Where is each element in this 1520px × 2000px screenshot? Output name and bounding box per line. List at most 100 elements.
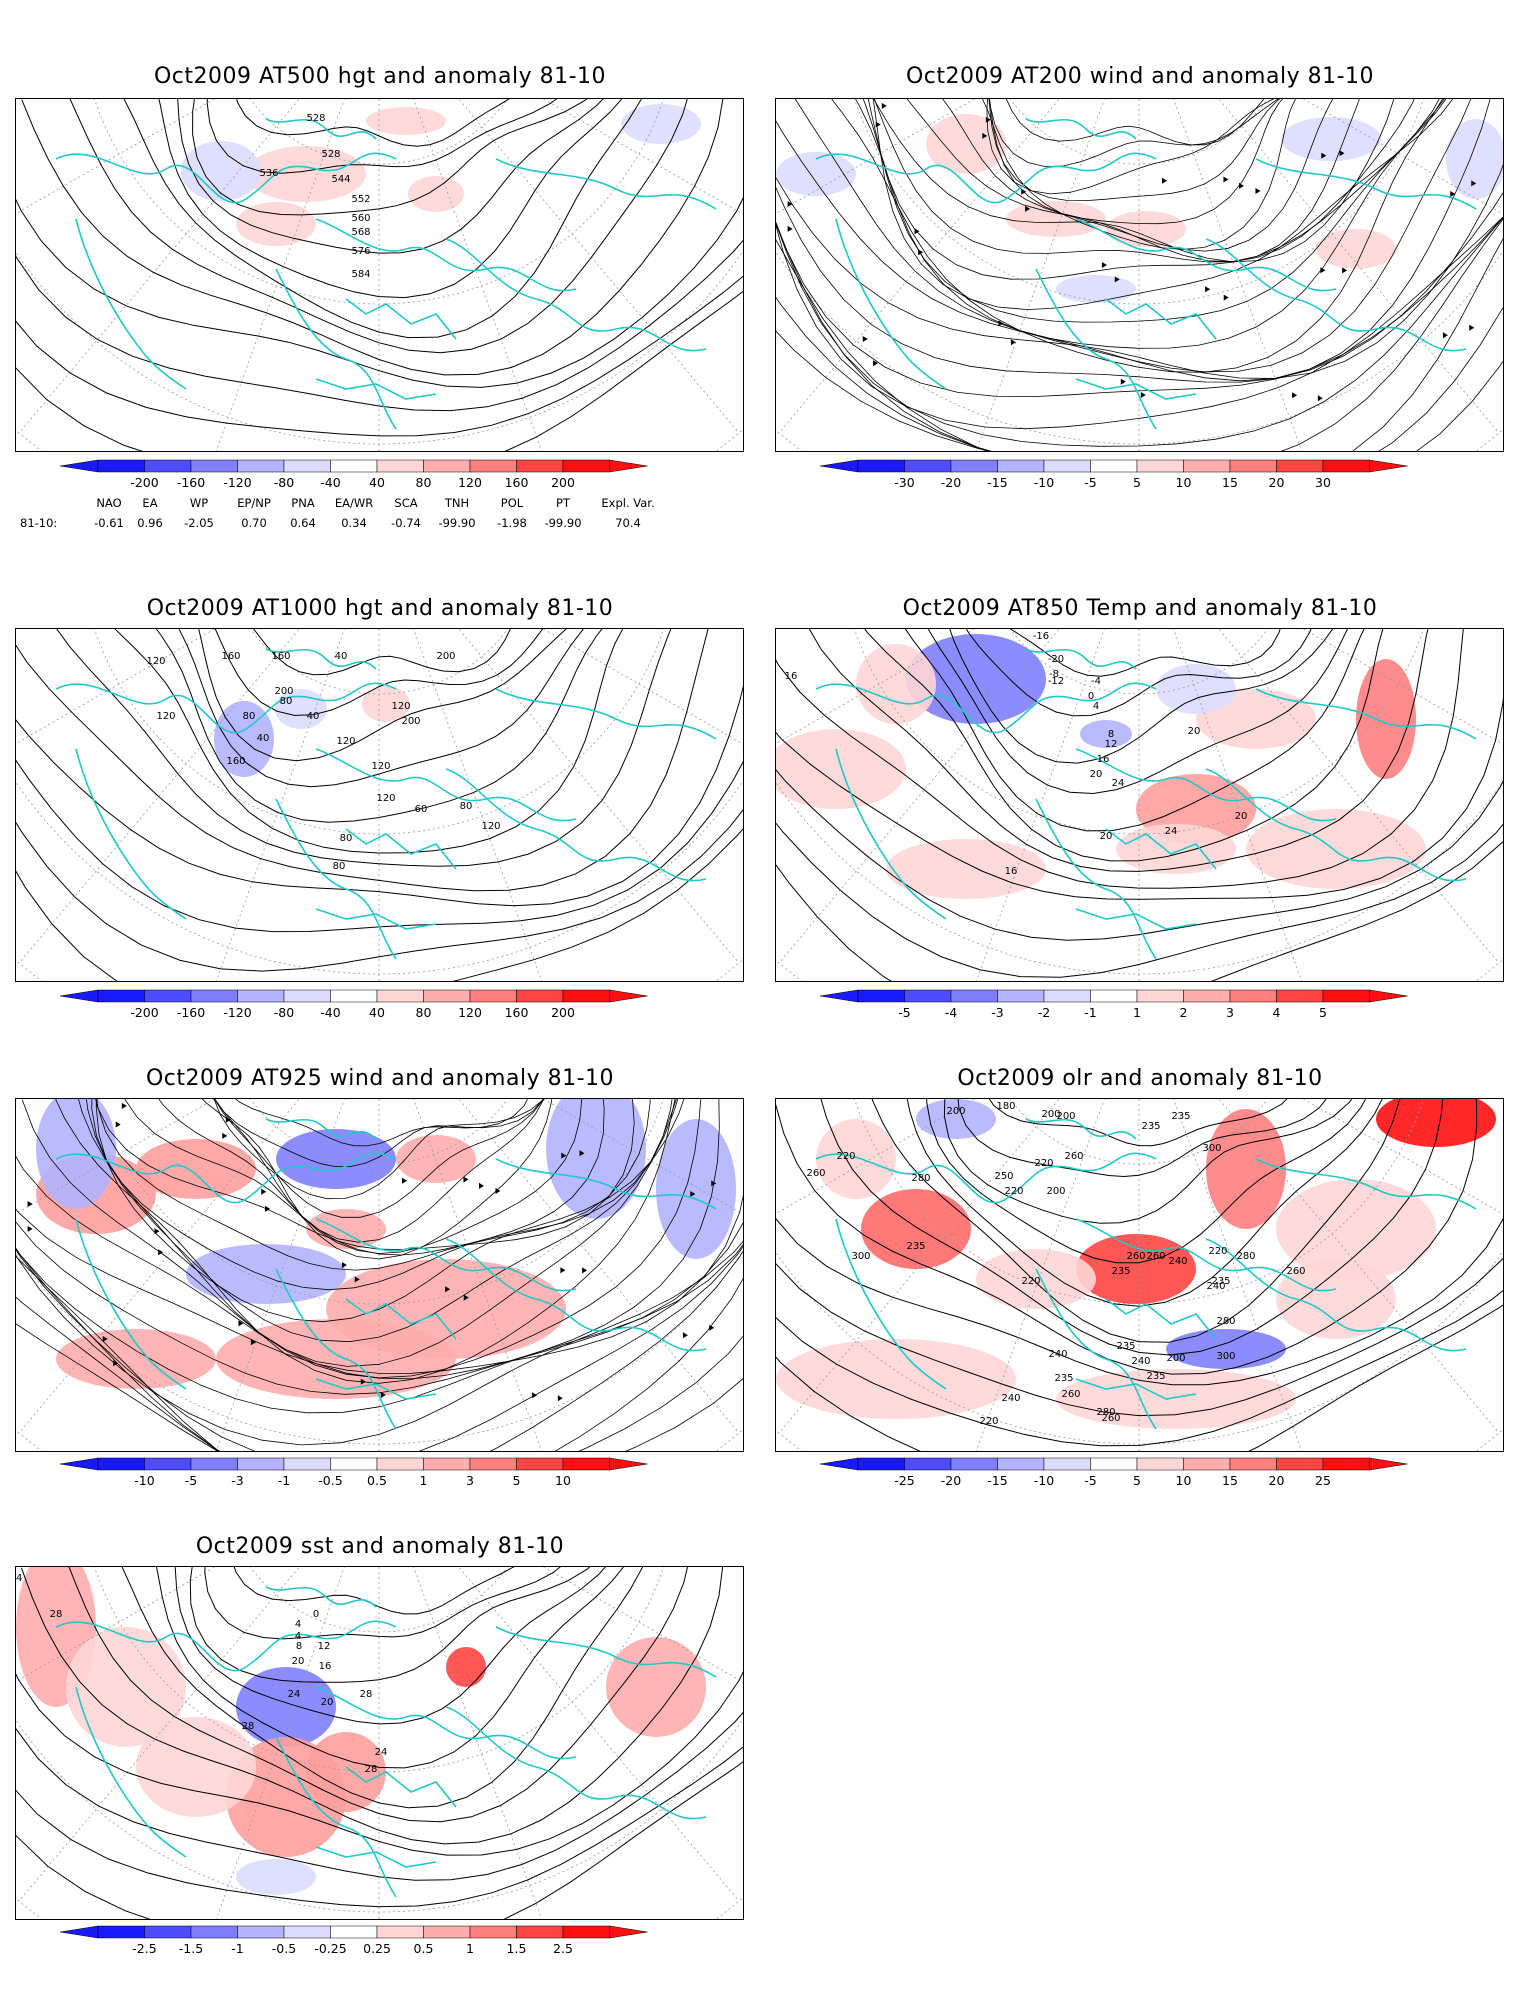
colorbar-tick-label: 120 xyxy=(458,475,482,490)
coastline xyxy=(265,1118,377,1140)
coastline xyxy=(315,1378,437,1400)
contour-line xyxy=(21,99,724,376)
anomaly-shading xyxy=(1276,1259,1396,1339)
contour-label: 528 xyxy=(306,113,325,124)
streamline-arrow xyxy=(158,1249,164,1256)
contour-label: 80 xyxy=(333,861,346,872)
colorbar-arrow-low xyxy=(59,1925,99,1939)
contour-label: -20 xyxy=(1048,654,1064,665)
colorbar-svg: -5 -4 -3 -2 -1 1 2 3 4 5 xyxy=(819,989,1408,1020)
contour-label: 40 xyxy=(307,711,320,722)
contour-label: 280 xyxy=(1096,1407,1115,1418)
contour-line xyxy=(16,1116,743,1451)
meridian-line xyxy=(378,99,743,285)
map-content xyxy=(16,99,743,451)
colorbar-cell xyxy=(1276,1457,1324,1471)
streamline-arrow xyxy=(532,1392,538,1399)
contour-label: 260 xyxy=(1286,1266,1305,1277)
coastline xyxy=(315,908,437,930)
contour-line xyxy=(776,629,1465,889)
meridian-line xyxy=(1138,629,1331,981)
contour-label: 235 xyxy=(1116,1341,1135,1352)
index-header: Expl. Var. xyxy=(601,496,655,510)
colorbar-tick-label: 20 xyxy=(1269,475,1285,490)
contour-label: 12 xyxy=(1105,739,1118,750)
colorbar-tick-label: 3 xyxy=(1226,1005,1234,1020)
meridian-line xyxy=(778,99,1140,434)
colorbar-tick-label: 5 xyxy=(513,1473,521,1488)
contour-line xyxy=(776,653,1503,978)
map-graphic: 24280448121620242024282828 xyxy=(16,1567,743,1919)
contour-line xyxy=(16,1576,743,1856)
contour-line xyxy=(64,99,692,354)
colorbar-svg: -2.5 -1.5 -1 -0.5 -0.25 0.25 0.5 1 1.5 2.5 xyxy=(59,1925,648,1956)
colorbar-cell xyxy=(237,1925,285,1939)
panel-925wind: Oct2009 AT925 wind and anomaly 81-10 -10… xyxy=(0,1030,760,1500)
colorbar-cell xyxy=(190,1925,238,1939)
anomaly-shading xyxy=(366,107,446,135)
streamline-arrow xyxy=(265,1205,271,1212)
colorbar-tick-label: -0.5 xyxy=(318,1473,342,1488)
contour-line xyxy=(776,119,1503,451)
colorbar-cell xyxy=(1322,989,1370,1003)
colorbar-cell xyxy=(997,459,1045,473)
streamline-arrow xyxy=(873,360,879,367)
streamline-arrow xyxy=(479,1182,484,1189)
contour-label: 220 xyxy=(1208,1246,1227,1257)
colorbar-tick-label: -20 xyxy=(941,475,961,490)
anomaly-shading xyxy=(36,1099,116,1209)
streamline-arrow xyxy=(1114,276,1120,283)
coastline xyxy=(315,1686,577,1760)
contour-label: 0 xyxy=(313,1609,319,1620)
panel-title: Oct2009 AT850 Temp and anomaly 81-10 xyxy=(902,596,1378,621)
contour-line xyxy=(134,629,627,823)
colorbar-tick-label: 0.25 xyxy=(363,1941,391,1956)
contour-label: 260 xyxy=(1146,1251,1165,1262)
contour-line xyxy=(776,111,1503,447)
meridian-line xyxy=(187,629,380,981)
anomaly-shading xyxy=(546,1099,646,1219)
colorbar-svg: -30 -20 -15 -10 -5 5 10 15 20 30 xyxy=(819,459,1408,490)
contour-line xyxy=(16,1102,743,1374)
colorbar-tick-label: -2 xyxy=(1038,1005,1050,1020)
contour-line xyxy=(776,109,1503,398)
streamline-arrow xyxy=(1101,262,1107,269)
streamline-arrow xyxy=(1342,267,1348,274)
colorbar-925wind: -10 -5 -3 -1 -0.5 0.5 1 3 5 10 xyxy=(59,1457,700,1498)
anomaly-shading xyxy=(136,1139,256,1199)
index-value: 0.96 xyxy=(137,516,163,530)
colorbar-cell xyxy=(376,989,424,1003)
contour-label: 260 xyxy=(1064,1151,1083,1162)
streamline-arrow xyxy=(982,132,988,139)
colorbar-tick-label: -15 xyxy=(987,1473,1007,1488)
colorbar-cell xyxy=(144,1925,192,1939)
index-header: EP/NP xyxy=(237,496,271,510)
contour-label: 28 xyxy=(50,1609,63,1620)
colorbar-tick-label: -160 xyxy=(177,475,205,490)
contour-label: 80 xyxy=(340,833,353,844)
contour-line xyxy=(986,99,1340,195)
index-value: 0.34 xyxy=(341,516,367,530)
meridian-line xyxy=(947,99,1140,451)
colorbar-arrow-low xyxy=(819,459,859,473)
colorbar-500hgt: -200 -160 -120 -80 -40 40 80 120 160 200 xyxy=(59,459,700,500)
streamline-arrow xyxy=(238,1320,244,1327)
colorbar-tick-label: 1.5 xyxy=(507,1941,527,1956)
anomaly-shading xyxy=(1056,1369,1296,1429)
contour-line xyxy=(776,633,1503,900)
colorbar-cell xyxy=(330,459,378,473)
anomaly-shading xyxy=(776,729,906,809)
meridian-line xyxy=(187,1567,380,1919)
index-header: EA xyxy=(142,496,158,510)
anomaly-shading xyxy=(1080,720,1132,748)
contour-label: 20 xyxy=(1090,769,1103,780)
colorbar-tick-label: -0.25 xyxy=(314,1941,346,1956)
contour-label: 80 xyxy=(460,801,473,812)
streamline-arrow xyxy=(561,1152,567,1159)
contour-label: 120 xyxy=(376,793,395,804)
contour-label: 4 xyxy=(295,1619,301,1630)
contour-line xyxy=(956,1099,1340,1178)
contour-line xyxy=(817,1099,1445,1356)
map-content xyxy=(16,1099,743,1451)
coastline xyxy=(1205,238,1467,352)
